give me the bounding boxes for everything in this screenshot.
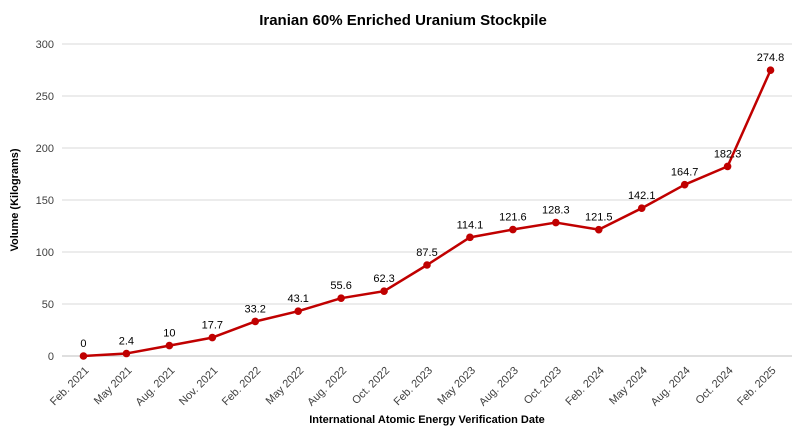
y-tick-label: 0 [48, 351, 54, 363]
data-point-label: 43.1 [287, 293, 308, 305]
x-axis-title: International Atomic Energy Verification… [309, 414, 545, 426]
data-point-label: 121.6 [499, 212, 527, 224]
data-point-marker [637, 204, 646, 213]
y-tick-label: 150 [36, 195, 54, 207]
data-point-marker [208, 333, 217, 342]
data-point-marker [594, 225, 603, 234]
x-tick-label: Feb. 2023 [392, 365, 436, 409]
data-point-marker [680, 180, 689, 189]
data-point-label: 17.7 [202, 320, 223, 332]
x-tick-label: Aug. 2022 [305, 365, 349, 409]
x-tick-label: May 2023 [435, 365, 478, 408]
y-axis-title: Volume (Kilograms) [9, 148, 21, 251]
data-point-label: 164.7 [671, 167, 699, 179]
y-tick-label: 300 [36, 39, 54, 51]
data-point-label: 0 [80, 338, 86, 350]
data-point-label: 2.4 [119, 336, 134, 348]
x-tick-label: Feb. 2025 [735, 365, 779, 409]
data-point-marker [509, 225, 517, 234]
data-point-marker [79, 352, 88, 360]
y-tick-label: 250 [36, 91, 54, 103]
data-point-marker [423, 261, 431, 269]
x-tick-label: May 2022 [264, 365, 307, 408]
data-point-marker [165, 341, 174, 350]
data-point-label: 182.3 [714, 148, 742, 160]
x-tick-label: Oct. 2024 [693, 365, 735, 407]
x-tick-label: May 2024 [607, 365, 650, 408]
data-point-marker [294, 307, 302, 315]
data-point-label: 62.3 [373, 273, 394, 285]
series-line [82, 68, 772, 358]
x-tick-label: Nov. 2021 [177, 365, 220, 408]
data-point-marker [723, 162, 732, 171]
data-point-label: 114.1 [457, 219, 484, 231]
data-point-label: 142.1 [628, 190, 656, 202]
x-tick-label: Aug. 2021 [134, 365, 178, 409]
y-tick-label: 100 [36, 247, 54, 259]
data-point-label: 121.5 [585, 212, 613, 224]
x-tick-label: Oct. 2023 [522, 365, 564, 407]
data-point-marker [380, 287, 388, 296]
data-point-label: 10 [163, 328, 175, 340]
x-tick-label: Feb. 2021 [48, 365, 92, 409]
y-tick-label: 200 [36, 143, 54, 155]
data-point-label: 274.8 [757, 52, 785, 64]
data-point-marker [122, 349, 131, 358]
data-point-label: 33.2 [245, 303, 266, 315]
x-tick-label: Feb. 2024 [563, 365, 607, 409]
x-tick-label: Aug. 2023 [477, 365, 521, 409]
x-tick-label: May 2021 [92, 365, 135, 408]
x-tick-label: Aug. 2024 [649, 365, 693, 409]
data-point-label: 128.3 [542, 205, 570, 217]
data-point-marker [766, 66, 775, 75]
data-point-label: 87.5 [416, 247, 437, 259]
y-tick-label: 50 [42, 299, 54, 311]
x-tick-label: Feb. 2022 [220, 365, 264, 409]
data-point-label: 55.6 [330, 280, 351, 292]
data-point-marker [251, 317, 260, 326]
data-point-marker [466, 233, 474, 242]
x-tick-label: Oct. 2022 [350, 365, 392, 407]
data-point-marker [337, 294, 345, 302]
data-point-marker [552, 218, 560, 227]
chart-title: Iranian 60% Enriched Uranium Stockpile [259, 12, 547, 29]
